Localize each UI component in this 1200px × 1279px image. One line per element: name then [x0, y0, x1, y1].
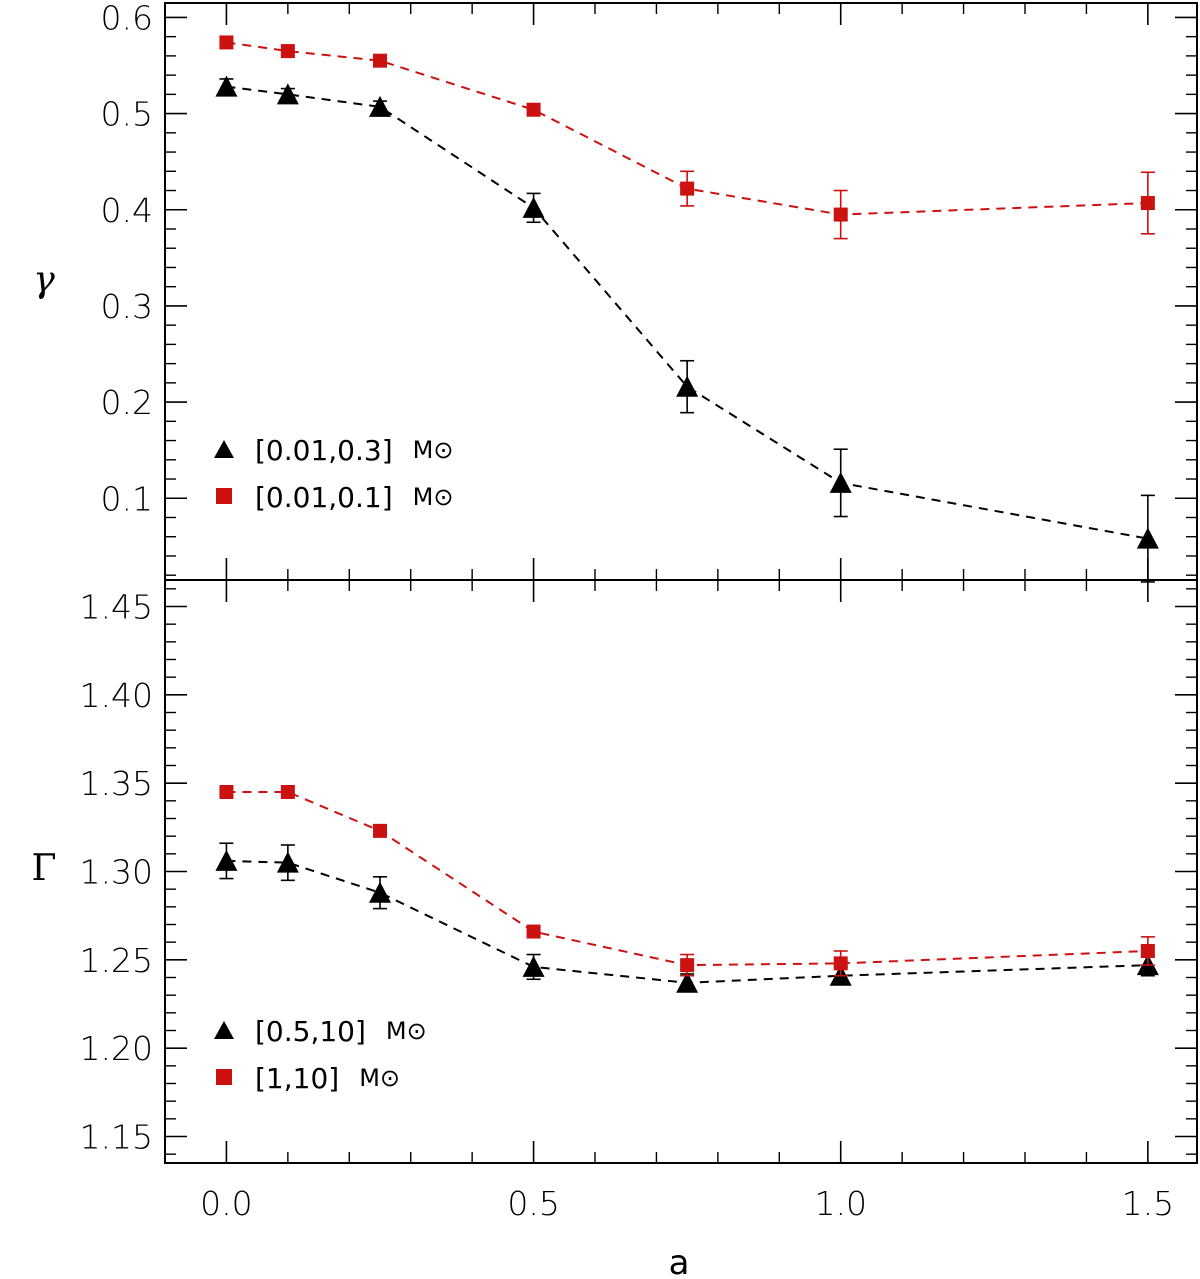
y-tick-label: 0.2: [101, 383, 153, 422]
series-black-triangles: [215, 75, 1159, 583]
data-point: [276, 851, 299, 873]
legend-marker: [214, 440, 234, 458]
series-red-squares: [219, 785, 1155, 977]
data-point: [522, 196, 545, 218]
series-red-squares: [219, 35, 1155, 240]
legend-marker: [216, 1069, 232, 1085]
x-tick-label: 1.5: [1122, 1184, 1174, 1223]
data-point: [219, 35, 234, 50]
legend-unit: M⊙: [359, 1064, 400, 1092]
legend-marker: [214, 1021, 234, 1039]
data-point: [280, 44, 295, 59]
data-point: [215, 75, 238, 97]
data-point: [676, 375, 699, 397]
data-point: [1136, 527, 1159, 549]
data-point: [373, 823, 387, 838]
data-point: [373, 53, 387, 68]
x-tick-label: 0.0: [200, 1184, 252, 1223]
legend-label: [0.01,0.1]: [255, 481, 393, 514]
data-point: [829, 471, 852, 493]
y-tick-label: 0.1: [101, 479, 153, 518]
legend-unit: M⊙: [413, 436, 454, 464]
legend-marker: [216, 488, 232, 504]
data-point: [1140, 944, 1155, 958]
data-point: [522, 955, 545, 977]
legend-label: [0.5,10]: [255, 1015, 366, 1048]
y-tick-label: 1.40: [80, 676, 153, 715]
y-tick-label: 1.35: [80, 764, 153, 803]
data-point: [833, 207, 848, 222]
y-tick-label: 0.3: [101, 287, 153, 326]
y-tick-label: 1.15: [80, 1118, 153, 1157]
data-point: [219, 785, 234, 799]
data-point: [369, 95, 391, 117]
gamma-panel: 0.1 0.2 0.3 0.4 0.5 0.6 γ [0.01,0.3] M⊙ [0.01,0.1…: [33, 0, 1198, 583]
data-point: [526, 924, 541, 939]
data-point: [276, 83, 299, 105]
x-axis-label: a: [669, 1243, 690, 1279]
x-tick-label: 1.0: [814, 1184, 866, 1223]
data-point: [280, 785, 295, 799]
data-point: [215, 849, 238, 871]
y-axis-label: γ: [33, 260, 55, 301]
data-point: [833, 956, 848, 971]
legend-unit: M⊙: [386, 1017, 427, 1045]
legend-label: [1,10]: [255, 1062, 339, 1095]
y-tick-label: 1.45: [80, 588, 153, 627]
data-point: [369, 881, 391, 903]
y-tick-label: 0.4: [101, 191, 153, 230]
data-point: [680, 181, 695, 196]
x-tick-label: 0.5: [507, 1184, 559, 1223]
Gamma-panel: 1.15 1.20 1.25 1.30 1.35 1.40 1.45 0.0 0.5 1.0 1.5…: [32, 579, 1198, 1279]
y-tick-label: 1.30: [80, 853, 153, 892]
y-tick-label: 0.5: [101, 95, 153, 134]
data-point: [676, 971, 699, 993]
data-point: [526, 102, 541, 117]
y-axis-label: Γ: [32, 848, 57, 889]
legend-unit: M⊙: [413, 483, 454, 511]
y-tick-label: 1.25: [80, 941, 153, 980]
y-tick-label: 1.20: [80, 1029, 153, 1068]
data-point: [680, 958, 695, 973]
data-point: [1140, 196, 1155, 211]
y-tick-label: 0.6: [101, 0, 153, 37]
legend-label: [0.01,0.3]: [255, 434, 393, 467]
